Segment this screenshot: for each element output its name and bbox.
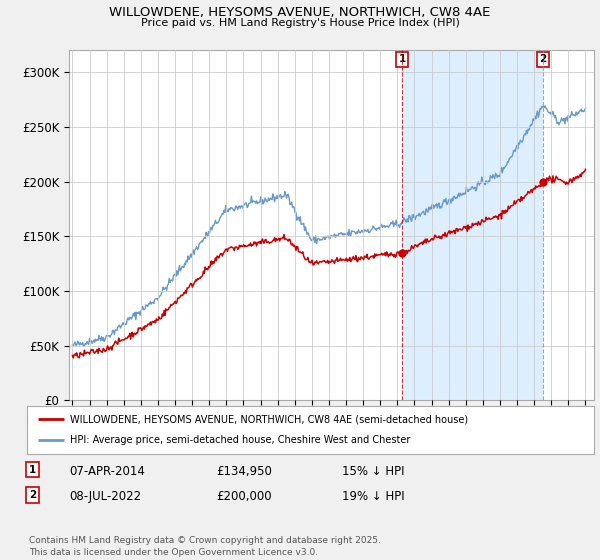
Text: 07-APR-2014: 07-APR-2014 [69, 465, 145, 478]
Text: HPI: Average price, semi-detached house, Cheshire West and Chester: HPI: Average price, semi-detached house,… [70, 435, 410, 445]
Text: 1: 1 [29, 465, 36, 475]
Text: 08-JUL-2022: 08-JUL-2022 [69, 490, 141, 503]
Text: Contains HM Land Registry data © Crown copyright and database right 2025.
This d: Contains HM Land Registry data © Crown c… [29, 536, 380, 557]
Text: WILLOWDENE, HEYSOMS AVENUE, NORTHWICH, CW8 4AE: WILLOWDENE, HEYSOMS AVENUE, NORTHWICH, C… [109, 6, 491, 18]
Text: 2: 2 [539, 54, 547, 64]
Text: WILLOWDENE, HEYSOMS AVENUE, NORTHWICH, CW8 4AE (semi-detached house): WILLOWDENE, HEYSOMS AVENUE, NORTHWICH, C… [70, 414, 467, 424]
Text: 15% ↓ HPI: 15% ↓ HPI [342, 465, 404, 478]
Text: 19% ↓ HPI: 19% ↓ HPI [342, 490, 404, 503]
Text: Price paid vs. HM Land Registry's House Price Index (HPI): Price paid vs. HM Land Registry's House … [140, 18, 460, 28]
Bar [402, 50, 543, 400]
Text: 2: 2 [29, 490, 36, 500]
Text: £134,950: £134,950 [216, 465, 272, 478]
Text: £200,000: £200,000 [216, 490, 272, 503]
Text: 1: 1 [398, 54, 406, 64]
